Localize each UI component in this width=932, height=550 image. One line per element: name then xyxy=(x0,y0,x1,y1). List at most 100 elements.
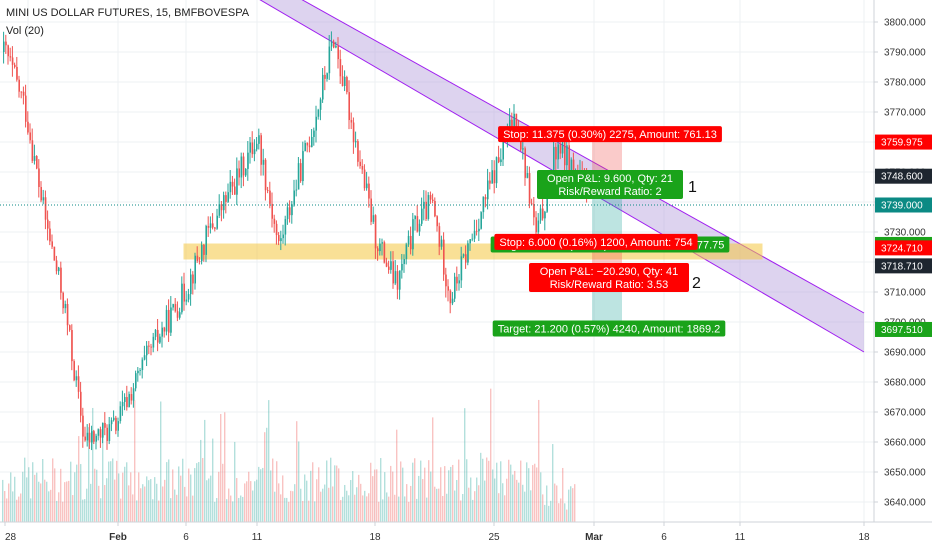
candle-body xyxy=(304,142,306,152)
volume-bar xyxy=(52,458,54,522)
candle-body xyxy=(416,216,419,232)
candle-body xyxy=(84,436,86,441)
volume-bar xyxy=(452,464,454,522)
volume-bar xyxy=(236,478,238,522)
volume-bar xyxy=(10,472,12,522)
candle-body xyxy=(25,95,27,122)
candle-body xyxy=(132,388,135,401)
candle-body xyxy=(328,46,331,74)
candle-body xyxy=(306,142,309,146)
volume-bar xyxy=(344,484,346,522)
candle-body xyxy=(113,417,115,421)
candle-body xyxy=(185,299,188,302)
candle-body xyxy=(201,244,203,262)
candle-body xyxy=(495,157,498,184)
candle-body xyxy=(271,203,273,219)
candle-body xyxy=(115,417,117,431)
volume-bar xyxy=(62,501,64,522)
candle-body xyxy=(179,312,181,318)
time-axis[interactable]: 28 Feb 6 11 18 25 Mar 6 11 18 xyxy=(0,521,932,550)
volume-bar xyxy=(500,461,502,522)
candle-body xyxy=(383,242,386,263)
candle-body xyxy=(187,294,190,300)
volume-bar xyxy=(220,413,222,522)
volume-bar xyxy=(8,483,10,522)
volume-bar xyxy=(454,490,456,522)
candle-body xyxy=(403,259,405,264)
volume-bar xyxy=(206,480,208,522)
position-1-stop-label: Stop: 11.375 (0.30%) 2275, Amount: 761.1… xyxy=(498,126,722,143)
volume-bar xyxy=(222,463,224,522)
volume-bar xyxy=(378,501,380,522)
volume-bar xyxy=(2,479,4,522)
candle-body xyxy=(421,208,423,224)
candlesticks xyxy=(3,31,588,451)
candle-body xyxy=(557,144,559,160)
candle-body xyxy=(341,76,344,86)
volume-bar xyxy=(470,477,472,522)
volume-bar xyxy=(342,496,344,522)
candle-body xyxy=(139,370,141,371)
volume-bar xyxy=(266,427,268,522)
volume-bar xyxy=(552,444,554,522)
volume-bar xyxy=(44,479,46,522)
volume-bar xyxy=(374,469,376,522)
volume-bar xyxy=(178,466,180,522)
candle-body xyxy=(460,256,463,281)
candle-body xyxy=(33,156,36,161)
candle-body xyxy=(262,159,265,165)
candle-body xyxy=(537,220,540,233)
volume-bar xyxy=(404,496,406,522)
volume-bar xyxy=(288,501,290,522)
candle-body xyxy=(18,79,20,92)
candle-body xyxy=(7,45,9,57)
volume-bar xyxy=(26,477,28,522)
candle-body xyxy=(102,422,104,438)
candle-body xyxy=(196,255,199,262)
candle-body xyxy=(401,263,403,271)
candle-body xyxy=(539,208,542,221)
candle-body xyxy=(220,204,223,211)
volume-bar xyxy=(180,475,182,522)
volume-bar xyxy=(406,484,408,522)
volume-bar xyxy=(90,483,92,522)
volume-bar xyxy=(228,488,230,522)
volume-bar xyxy=(558,503,560,522)
candle-body xyxy=(99,429,102,438)
volume-bar xyxy=(506,478,508,522)
candle-body xyxy=(447,286,449,291)
volume-bar xyxy=(136,500,138,522)
candle-body xyxy=(473,230,476,239)
volume-bar xyxy=(158,500,160,522)
volume-bar xyxy=(382,499,384,522)
volume-bar xyxy=(420,460,422,522)
volume-bar xyxy=(114,479,116,522)
volume-bar xyxy=(270,470,272,522)
volume-bar xyxy=(96,469,98,522)
volume-bar xyxy=(4,491,6,522)
volume-bar xyxy=(384,472,386,522)
volume-bar xyxy=(88,427,90,522)
candle-body xyxy=(110,420,113,425)
price-tag-bg xyxy=(875,258,932,274)
volume-bar xyxy=(212,438,214,522)
candle-body xyxy=(333,41,335,48)
candle-body xyxy=(238,168,240,178)
price-tick-label: 3690.000 xyxy=(884,348,926,359)
position-labels[interactable]: Stop: 11.375 (0.30%) 2275, Amount: 761.1… xyxy=(490,126,730,337)
volume-bar xyxy=(196,463,198,522)
position-2-target-label-text: Target: 21.200 (0.57%) 4240, Amount: 186… xyxy=(498,323,721,335)
position-1-rr: Risk/Reward Ratio: 2 xyxy=(558,186,661,198)
candle-body xyxy=(308,145,311,148)
candle-body xyxy=(359,161,361,167)
candle-body xyxy=(227,192,229,202)
candle-body xyxy=(410,235,412,250)
price-axis[interactable]: 3800.0003790.0003780.0003770.0003760.000… xyxy=(873,0,932,550)
volume-bar xyxy=(108,461,110,522)
candle-body xyxy=(130,394,133,401)
volume-bar xyxy=(138,472,140,522)
volume-bar xyxy=(444,466,446,522)
candle-body xyxy=(207,225,210,228)
candle-body xyxy=(339,59,342,77)
